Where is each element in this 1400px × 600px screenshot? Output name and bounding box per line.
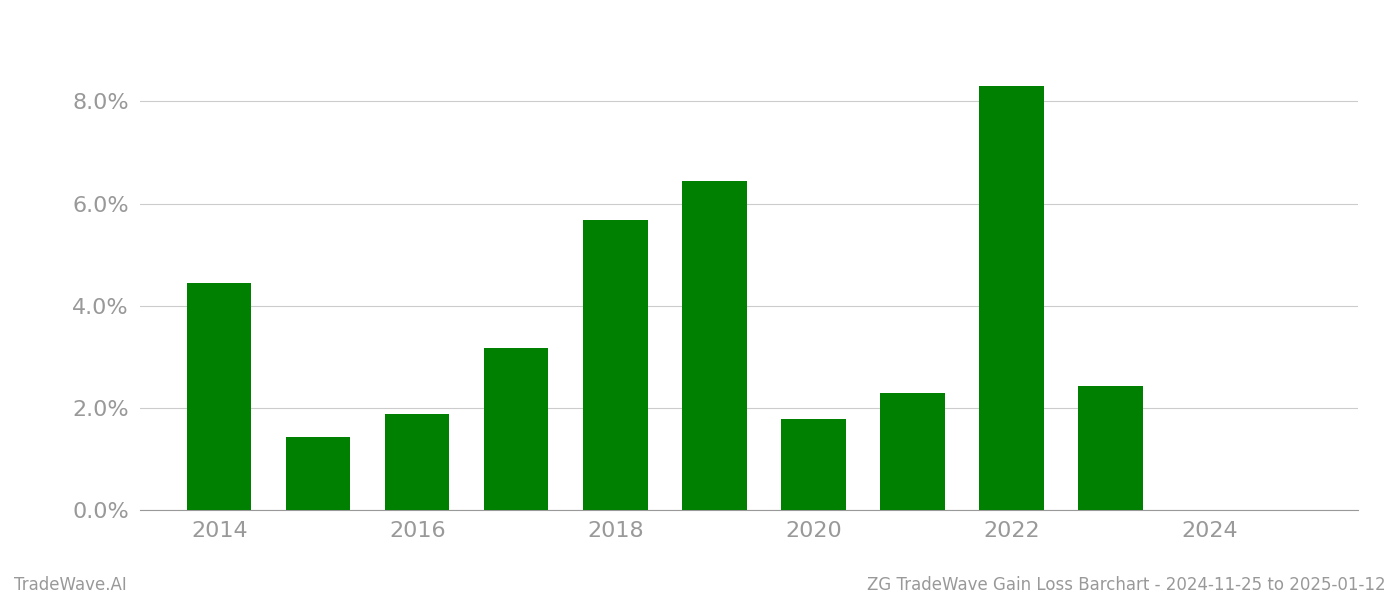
Bar [979,86,1043,510]
Bar [682,181,746,510]
Bar [385,414,449,510]
Text: ZG TradeWave Gain Loss Barchart - 2024-11-25 to 2025-01-12: ZG TradeWave Gain Loss Barchart - 2024-1… [868,576,1386,594]
Bar [584,220,648,510]
Bar [188,283,252,510]
Bar [1078,386,1142,510]
Bar [286,437,350,510]
Text: TradeWave.AI: TradeWave.AI [14,576,127,594]
Bar [881,392,945,510]
Bar [781,419,846,510]
Bar [484,347,549,510]
